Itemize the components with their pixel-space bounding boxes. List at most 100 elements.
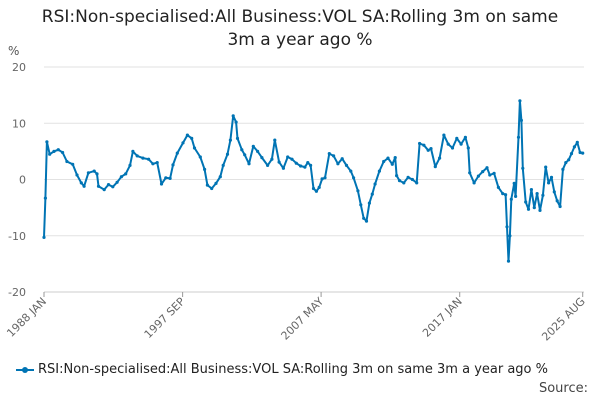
data-point[interactable] xyxy=(561,167,565,171)
data-point[interactable] xyxy=(82,184,86,188)
data-point[interactable] xyxy=(373,182,377,186)
data-point[interactable] xyxy=(141,156,145,160)
data-point[interactable] xyxy=(529,188,534,192)
data-point[interactable] xyxy=(476,174,480,178)
data-point[interactable] xyxy=(504,193,508,197)
data-point[interactable] xyxy=(393,156,397,160)
data-point[interactable] xyxy=(168,176,172,180)
data-point[interactable] xyxy=(45,140,49,144)
data-point[interactable] xyxy=(159,182,164,186)
data-point[interactable] xyxy=(190,136,194,140)
data-point[interactable] xyxy=(442,133,446,137)
data-point[interactable] xyxy=(340,157,344,161)
data-point[interactable] xyxy=(472,181,476,185)
data-point[interactable] xyxy=(164,176,168,180)
data-point[interactable] xyxy=(277,160,281,164)
data-point[interactable] xyxy=(221,163,225,167)
data-point[interactable] xyxy=(547,181,551,185)
data-point[interactable] xyxy=(75,173,79,177)
data-point[interactable] xyxy=(377,169,381,173)
data-point[interactable] xyxy=(115,180,119,184)
data-point[interactable] xyxy=(332,154,336,158)
data-point[interactable] xyxy=(171,163,175,167)
data-point[interactable] xyxy=(512,181,516,185)
data-point[interactable] xyxy=(508,234,512,238)
data-point[interactable] xyxy=(569,152,574,156)
data-point[interactable] xyxy=(243,153,247,157)
data-point[interactable] xyxy=(552,190,556,194)
data-point[interactable] xyxy=(86,171,90,175)
data-point[interactable] xyxy=(524,200,528,204)
data-point[interactable] xyxy=(327,152,331,156)
data-point[interactable] xyxy=(541,193,545,197)
data-point[interactable] xyxy=(235,136,240,140)
data-point[interactable] xyxy=(79,181,83,185)
data-point[interactable] xyxy=(260,156,264,160)
data-point[interactable] xyxy=(299,164,303,168)
data-point[interactable] xyxy=(485,166,489,170)
data-point[interactable] xyxy=(286,155,290,159)
data-point[interactable] xyxy=(450,146,455,150)
data-point[interactable] xyxy=(106,183,111,187)
data-point[interactable] xyxy=(247,162,251,166)
data-point[interactable] xyxy=(317,185,321,189)
data-point[interactable] xyxy=(314,189,318,193)
data-point[interactable] xyxy=(309,163,313,167)
data-point[interactable] xyxy=(218,175,222,179)
data-point[interactable] xyxy=(344,163,349,167)
data-point[interactable] xyxy=(65,159,69,164)
data-point[interactable] xyxy=(352,176,356,180)
data-point[interactable] xyxy=(509,197,513,201)
data-point[interactable] xyxy=(151,162,155,166)
data-point[interactable] xyxy=(228,138,232,142)
data-point[interactable] xyxy=(124,172,128,176)
data-point[interactable] xyxy=(203,167,207,171)
data-point[interactable] xyxy=(581,151,585,155)
data-point[interactable] xyxy=(210,186,214,191)
data-point[interactable] xyxy=(433,165,437,169)
data-point[interactable] xyxy=(95,172,99,176)
data-point[interactable] xyxy=(320,177,324,181)
data-point[interactable] xyxy=(231,114,235,118)
data-point[interactable] xyxy=(429,147,433,151)
data-point[interactable] xyxy=(463,135,467,139)
data-point[interactable] xyxy=(256,149,260,153)
data-point[interactable] xyxy=(426,148,430,152)
data-point[interactable] xyxy=(496,185,500,189)
data-point[interactable] xyxy=(386,156,390,160)
data-point[interactable] xyxy=(303,165,307,169)
data-point[interactable] xyxy=(455,136,459,140)
data-point[interactable] xyxy=(468,171,472,175)
data-point[interactable] xyxy=(43,196,48,200)
data-point[interactable] xyxy=(270,157,274,161)
data-point[interactable] xyxy=(492,171,496,175)
data-point[interactable] xyxy=(518,99,522,103)
data-point[interactable] xyxy=(294,161,298,165)
data-point[interactable] xyxy=(48,152,52,156)
data-point[interactable] xyxy=(364,219,369,223)
data-point[interactable] xyxy=(359,203,363,207)
data-point[interactable] xyxy=(544,165,548,169)
data-point[interactable] xyxy=(505,225,509,229)
data-point[interactable] xyxy=(192,146,197,150)
data-point[interactable] xyxy=(564,161,568,165)
data-point[interactable] xyxy=(549,175,554,179)
data-point[interactable] xyxy=(538,208,542,212)
data-point[interactable] xyxy=(42,235,46,239)
data-point[interactable] xyxy=(422,143,426,147)
data-point[interactable] xyxy=(438,156,442,160)
data-point[interactable] xyxy=(415,181,419,185)
data-point[interactable] xyxy=(501,192,505,196)
data-point[interactable] xyxy=(181,141,185,145)
data-point[interactable] xyxy=(281,166,285,170)
data-point[interactable] xyxy=(155,161,159,165)
data-point[interactable] xyxy=(410,177,414,182)
data-point[interactable] xyxy=(382,159,386,164)
data-point[interactable] xyxy=(290,157,294,161)
data-point[interactable] xyxy=(575,140,579,144)
data-point[interactable] xyxy=(516,135,521,139)
data-point[interactable] xyxy=(175,151,179,155)
data-point[interactable] xyxy=(356,189,360,193)
data-point[interactable] xyxy=(323,176,327,180)
data-point[interactable] xyxy=(349,169,353,173)
